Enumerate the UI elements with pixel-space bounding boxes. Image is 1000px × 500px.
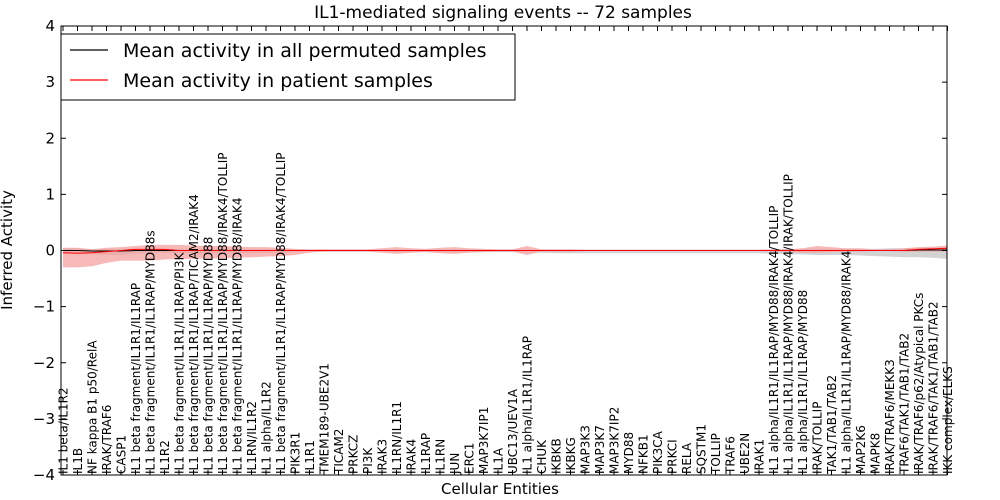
x-category-label: MAP3K7 — [593, 425, 607, 474]
y-axis-title: Inferred Activity — [0, 190, 16, 310]
y-tick-label: 1 — [45, 185, 55, 203]
x-category-label: IL1A — [492, 447, 506, 474]
x-category-label: IL1 beta/IL1R2 — [57, 387, 71, 474]
x-category-label: MAPK8 — [869, 433, 883, 474]
x-category-label: IL1R2 — [158, 440, 172, 474]
legend-label-patient: Mean activity in patient samples — [123, 70, 433, 92]
x-category-label: IL1 beta fragment/IL1R1/IL1RAP/PI3K — [173, 251, 187, 474]
x-category-label: IL1 alpha/IL1R1/IL1RAP/MYD88/IRAK4 — [840, 251, 854, 474]
x-category-label: TRAF6/TAK1/TAB1/TAB2 — [898, 333, 912, 475]
x-category-label: IRAK3 — [376, 439, 390, 474]
x-category-label: MAP3K3 — [579, 425, 593, 474]
x-category-label: PRKCI — [666, 439, 680, 474]
x-category-label: IL1 beta fragment/IL1R1/IL1RAP/MYD88/IRA… — [231, 197, 245, 474]
x-category-label: IRAK/TOLLIP — [811, 402, 825, 474]
x-category-label: IRAK/TRAF6/TAK1/TAB1/TAB2 — [927, 301, 941, 474]
x-category-label: PIK3CA — [651, 430, 665, 474]
x-category-label: JUN — [448, 453, 462, 475]
x-category-label: IL1RN — [434, 439, 448, 474]
x-category-label: TAK1/TAB1/TAB2 — [825, 375, 839, 475]
y-tick-label: 2 — [45, 129, 55, 147]
x-category-label: IL1 alpha/IL1R1/IL1RAP/MYD88/IRAK4/IRAK/… — [782, 174, 796, 474]
patient-mean-line — [62, 247, 948, 254]
y-tick-label: −1 — [33, 298, 55, 316]
x-category-label: UBC13/UEV1A — [506, 388, 520, 474]
y-tick-label: −3 — [33, 410, 55, 428]
x-category-label: IL1 beta fragment/IL1R1/IL1RAP/MYD88/IRA… — [274, 153, 288, 474]
x-category-label: IL1 beta fragment/IL1R1/IL1RAP/TICAM2/IR… — [187, 194, 201, 474]
x-category-label: IL1R1 — [303, 440, 317, 474]
x-category-label: IKK complex/ELKS — [941, 366, 955, 474]
x-category-label: TOLLIP — [709, 433, 723, 475]
legend-box — [60, 33, 516, 101]
x-category-label: IRAK4 — [405, 439, 419, 474]
y-axis-ticks: 4 3 2 1 0 −1 −2 −3 −4 — [33, 17, 947, 484]
x-category-label: PIK3R1 — [289, 432, 303, 474]
legend-label-permuted: Mean activity in all permuted samples — [123, 40, 486, 62]
x-category-label: IL1RN/IL1R1 — [390, 401, 404, 474]
x-category-label: CHUK — [535, 439, 549, 474]
x-category-label: IL1B — [71, 448, 85, 474]
x-axis-ticks — [62, 26, 948, 475]
x-category-label: IL1RN/IL1R2 — [245, 401, 259, 474]
y-tick-label: −2 — [33, 354, 55, 372]
x-category-label: NF kappa B1 p50/RelA — [86, 340, 100, 474]
x-category-label: CASP1 — [115, 435, 129, 474]
x-category-label: MAP3K7IP2 — [608, 407, 622, 474]
x-category-label: IL1 beta fragment/IL1R1/IL1RAP — [129, 283, 143, 474]
x-category-label: IKBKG — [564, 437, 578, 474]
x-category-label: UBE2N — [738, 433, 752, 474]
x-axis-category-labels: IL1 beta/IL1R2 IL1B NF kappa B1 p50/RelA IR… — [57, 153, 956, 475]
x-category-label: PRKCZ — [347, 435, 361, 474]
x-category-label: PI3K — [361, 447, 375, 474]
x-category-label: IL1 alpha/IL1R2 — [260, 381, 274, 474]
series-lines — [62, 247, 948, 254]
x-category-label: NFKB1 — [637, 434, 651, 474]
x-category-label: IL1 alpha/IL1R1/IL1RAP/MYD88 — [796, 290, 810, 474]
x-category-label: TMEM189-UBE2V1 — [318, 363, 332, 475]
legend: Mean activity in all permuted samples Me… — [60, 33, 516, 101]
x-category-label: MAP3K7IP1 — [477, 407, 491, 474]
x-category-label: IL1 alpha/IL1R1/IL1RAP/MYD88/IRAK4/TOLLI… — [767, 206, 781, 474]
x-category-label: TRAF6 — [724, 436, 738, 475]
x-category-label: MYD88 — [622, 432, 636, 474]
x-category-label: IL1 beta fragment/IL1R1/IL1RAP/MYD88/IRA… — [216, 153, 230, 474]
x-category-label: IRAK/TRAF6/MEKK3 — [883, 359, 897, 474]
x-category-label: IRAK/TRAF6 — [100, 405, 114, 474]
y-tick-label: 4 — [45, 17, 55, 35]
x-category-label: MAP2K6 — [854, 425, 868, 474]
x-category-label: RELA — [680, 442, 694, 474]
x-category-label: SQSTM1 — [695, 424, 709, 474]
y-tick-label: −4 — [33, 466, 55, 484]
x-category-label: IL1RAP — [419, 433, 433, 474]
x-axis-title: Cellular Entities — [441, 480, 559, 498]
x-category-label: IL1 alpha/IL1R1/IL1RAP — [521, 336, 535, 474]
x-category-label: IRAK1 — [753, 439, 767, 474]
x-category-label: ERC1 — [463, 443, 477, 474]
x-category-label: TICAM2 — [332, 429, 346, 475]
y-tick-label: 3 — [45, 73, 55, 91]
x-category-label: IL1 beta fragment/IL1R1/IL1RAP/MYD88 — [202, 237, 216, 474]
chart-title: IL1-mediated signaling events -- 72 samp… — [314, 3, 692, 23]
x-category-label: IRAK/TRAF6/p62/Atypical PKCs — [912, 293, 926, 474]
x-category-label: IKBKB — [550, 438, 564, 474]
x-category-label: IL1 beta fragment/IL1R1/IL1RAP/MYD88s — [144, 230, 158, 474]
y-tick-label: 0 — [45, 242, 55, 260]
